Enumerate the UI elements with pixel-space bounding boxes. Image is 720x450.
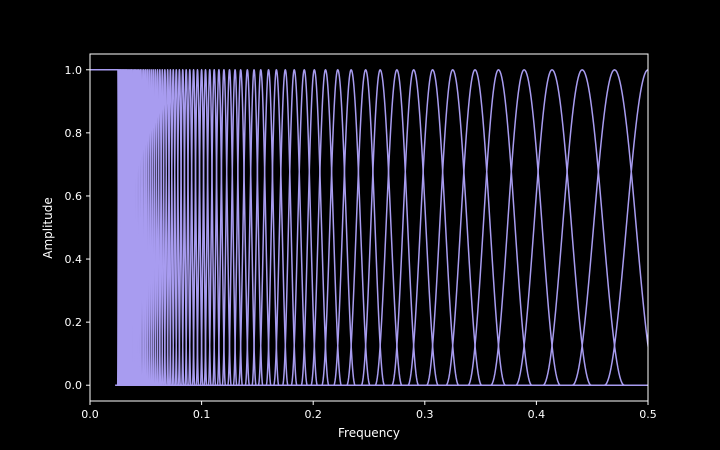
filter-curve bbox=[207, 69, 222, 386]
filter-curve bbox=[195, 69, 208, 386]
filter-curve bbox=[221, 69, 238, 386]
y-tick-label: 0.0 bbox=[65, 379, 83, 392]
x-tick-label: 0.0 bbox=[81, 408, 99, 421]
y-tick-label: 0.6 bbox=[65, 190, 83, 203]
filter-curve bbox=[212, 69, 227, 386]
x-tick-label: 0.4 bbox=[528, 408, 546, 421]
filter-curve bbox=[281, 69, 308, 386]
filter-curve bbox=[265, 69, 289, 386]
filter-curve bbox=[199, 69, 212, 386]
filter-curve bbox=[490, 69, 561, 386]
y-tick-label: 0.8 bbox=[65, 127, 83, 140]
filter-curve bbox=[391, 69, 439, 386]
filter-curve bbox=[187, 69, 200, 386]
filter-curve bbox=[232, 69, 251, 386]
filter-curve bbox=[300, 69, 330, 386]
y-tick-label: 0.4 bbox=[65, 253, 83, 266]
x-tick-label: 0.2 bbox=[304, 408, 322, 421]
filter-curve bbox=[177, 69, 188, 386]
filter-curve bbox=[257, 69, 280, 386]
filter-curve bbox=[184, 69, 196, 386]
filter-curve bbox=[171, 69, 182, 386]
filter-curve bbox=[227, 69, 244, 386]
filter-curve bbox=[180, 69, 192, 386]
filter-curve bbox=[321, 69, 356, 386]
filter-curve bbox=[360, 69, 403, 386]
filter-curve bbox=[333, 69, 371, 386]
y-tick-label: 0.2 bbox=[65, 316, 83, 329]
filter-curve bbox=[515, 69, 592, 386]
filter-curve bbox=[346, 69, 386, 386]
filter-curve bbox=[216, 69, 232, 386]
y-tick-label: 1.0 bbox=[65, 64, 83, 77]
filter-curve bbox=[310, 69, 343, 386]
filter-curve bbox=[203, 69, 217, 386]
filter-curve bbox=[166, 69, 175, 386]
y-axis-label: Amplitude bbox=[41, 197, 55, 259]
filter-curve bbox=[237, 69, 257, 386]
filter-curves bbox=[90, 69, 648, 386]
x-tick-label: 0.1 bbox=[193, 408, 211, 421]
filter-curve bbox=[374, 69, 420, 386]
filter-curve bbox=[445, 69, 506, 386]
filter-curve bbox=[467, 69, 533, 386]
x-axis: 0.0 0.1 0.2 0.3 0.4 0.5 bbox=[81, 401, 657, 421]
filter-curve bbox=[572, 69, 648, 386]
filter-curve bbox=[426, 69, 483, 386]
filter-curve bbox=[244, 69, 264, 386]
filter-curve bbox=[290, 69, 318, 386]
filter-curve bbox=[191, 69, 204, 386]
filter-curve bbox=[174, 69, 185, 386]
filter-curve bbox=[273, 69, 298, 386]
x-tick-label: 0.3 bbox=[416, 408, 434, 421]
x-tick-label: 0.5 bbox=[639, 408, 657, 421]
filter-curve bbox=[168, 69, 178, 386]
filter-curve bbox=[542, 69, 625, 386]
filter-curve bbox=[604, 69, 648, 386]
filter-curve bbox=[251, 69, 272, 386]
x-axis-label: Frequency bbox=[338, 426, 400, 440]
filter-curve bbox=[407, 69, 460, 386]
plot-frame bbox=[89, 53, 649, 402]
y-axis: 0.0 0.2 0.4 0.6 0.8 1.0 bbox=[65, 64, 90, 392]
